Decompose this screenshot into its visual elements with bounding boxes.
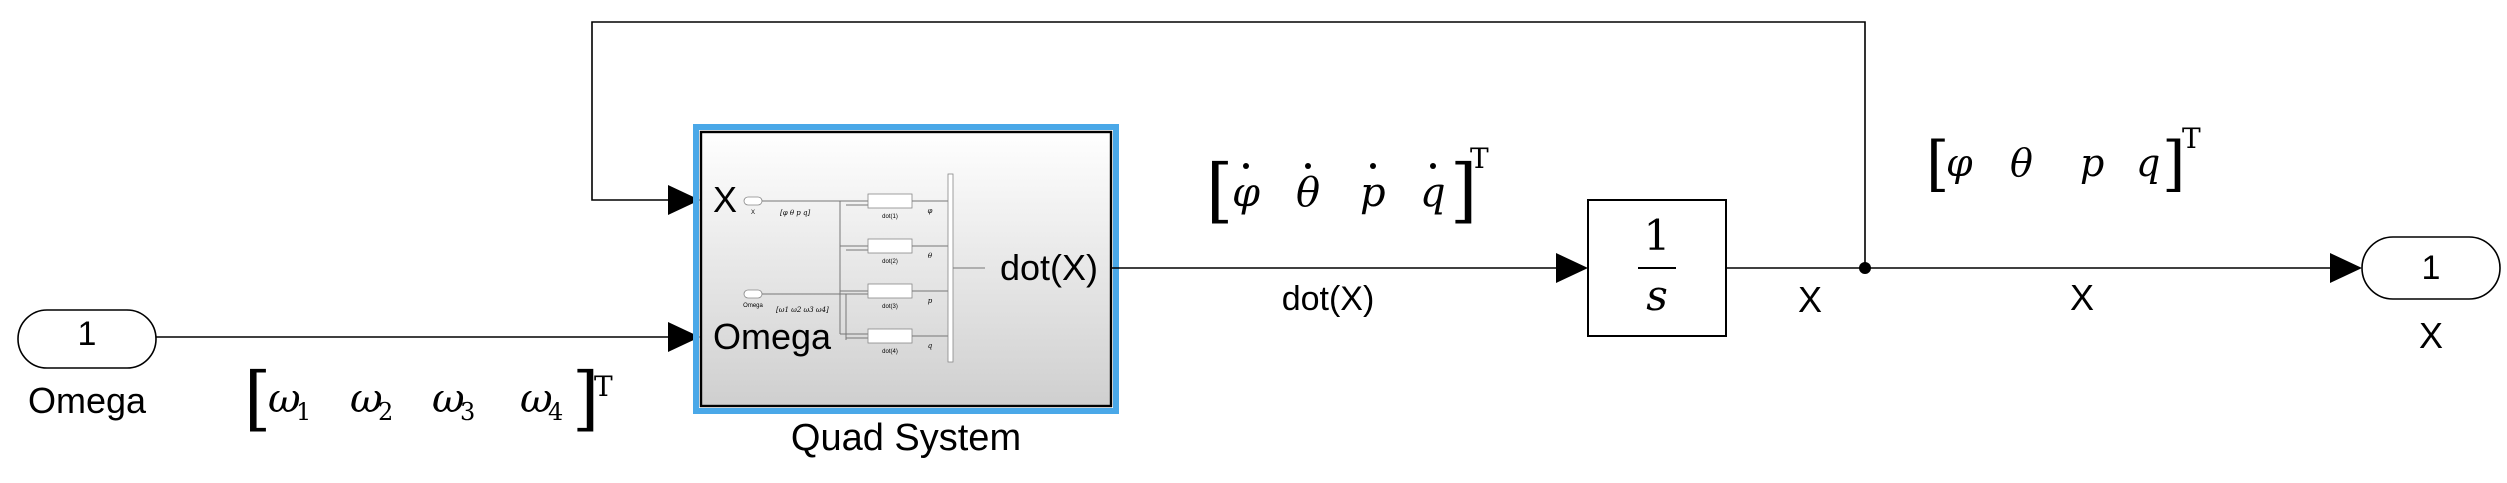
feedback-arrowhead (668, 185, 700, 215)
quad-system-name: Quad System (791, 417, 1021, 459)
omega-inport-block[interactable] (17, 309, 157, 369)
preview-inport-x-label: X (751, 210, 755, 216)
svg-text:[: [ (1926, 129, 1949, 199)
dot-over-theta (1305, 163, 1311, 169)
svg-text:q: q (1420, 170, 1446, 216)
svg-text:dot(2): dot(2) (882, 259, 898, 265)
x-outport-number: 1 (2422, 249, 2441, 287)
svg-text:φ: φ (1946, 141, 1973, 185)
svg-text:]: ] (1450, 149, 1477, 231)
svg-text:T: T (594, 370, 613, 403)
svg-text:dot(4): dot(4) (882, 349, 898, 355)
svg-text:1: 1 (296, 398, 311, 426)
dot-over-q (1430, 163, 1436, 169)
preview-mux-bar (947, 173, 954, 363)
branch-point (1859, 262, 1871, 274)
svg-text:p: p (2080, 141, 2104, 185)
quad-system-output-dotx: dot(X) (1000, 247, 1098, 288)
svg-text:3: 3 (460, 398, 475, 426)
svg-text:4: 4 (548, 398, 563, 426)
x-outport-name: X (2419, 315, 2443, 356)
omega-vector-label: [ ω 1 ω 2 ω 3 ω 4 ] T (244, 357, 613, 439)
quad-system-selection-border (693, 124, 1119, 414)
quad-system-input-x: X (713, 179, 737, 220)
svg-text:ω: ω (520, 376, 553, 422)
dotx-arrowhead (1556, 253, 1588, 283)
svg-text:φ: φ (1232, 170, 1260, 216)
svg-text:ω: ω (432, 376, 465, 422)
quad-system-block[interactable] (699, 130, 1113, 408)
x-wire-label-left: X (1798, 279, 1822, 320)
x-outport-block[interactable] (2361, 236, 2501, 300)
svg-text:q: q (2136, 141, 2160, 185)
svg-text:φ: φ (928, 207, 933, 215)
state-vector-label: [ φ θ p q ] T (1926, 122, 2201, 199)
svg-text:p: p (1360, 170, 1386, 216)
quad-system-input-omega: Omega (713, 316, 832, 357)
svg-text:[: [ (1206, 149, 1233, 231)
preview-inport-omega-label: Omega (743, 303, 763, 309)
preview-fcn-block-3 (867, 283, 913, 299)
preview-vector-state: [φ θ p q] (780, 209, 810, 217)
preview-inport-omega (743, 289, 763, 299)
omega-inport-number: 1 (78, 315, 97, 353)
omega-inport-name: Omega (28, 380, 147, 421)
x-arrowhead (2330, 253, 2362, 283)
svg-text:T: T (1470, 142, 1489, 175)
svg-text:[: [ (244, 357, 271, 439)
preview-vector-omega: [ω1 ω2 ω3 ω4] (776, 306, 829, 314)
svg-text:2: 2 (378, 398, 393, 426)
quad-system-preview: X Omega [φ θ p q] [ω1 ω2 ω3 ω4] dot(1) d… (743, 173, 985, 363)
svg-text:]: ] (2162, 129, 2185, 199)
svg-text:ω: ω (350, 376, 383, 422)
integrator-denominator: s (1646, 271, 1668, 320)
preview-fcn-block-1 (867, 193, 913, 209)
svg-text:ω: ω (268, 376, 301, 422)
svg-text:θ: θ (2010, 141, 2033, 185)
feedback-wire[interactable] (591, 21, 1866, 268)
svg-text:T: T (2182, 122, 2201, 155)
dot-over-phi (1243, 163, 1249, 169)
svg-text:θ: θ (928, 252, 933, 260)
svg-text:dot(1): dot(1) (882, 214, 898, 220)
preview-inport-x (743, 196, 763, 206)
state-dot-vector-label: [ φ θ p q ] T (1206, 142, 1489, 231)
dotx-wire-label: dot(X) (1282, 280, 1375, 318)
integrator-numerator: 1 (1644, 211, 1671, 260)
svg-text:dot(3): dot(3) (882, 304, 898, 310)
svg-text:]: ] (572, 357, 599, 439)
svg-text:p: p (928, 297, 933, 305)
preview-fcn-block-4 (867, 328, 913, 344)
omega-arrowhead (668, 322, 700, 352)
svg-text:q: q (928, 342, 933, 350)
svg-text:θ: θ (1296, 170, 1320, 216)
dot-over-p (1370, 163, 1376, 169)
x-wire-label-right: X (2070, 277, 2094, 318)
preview-fcn-block-2 (867, 238, 913, 254)
